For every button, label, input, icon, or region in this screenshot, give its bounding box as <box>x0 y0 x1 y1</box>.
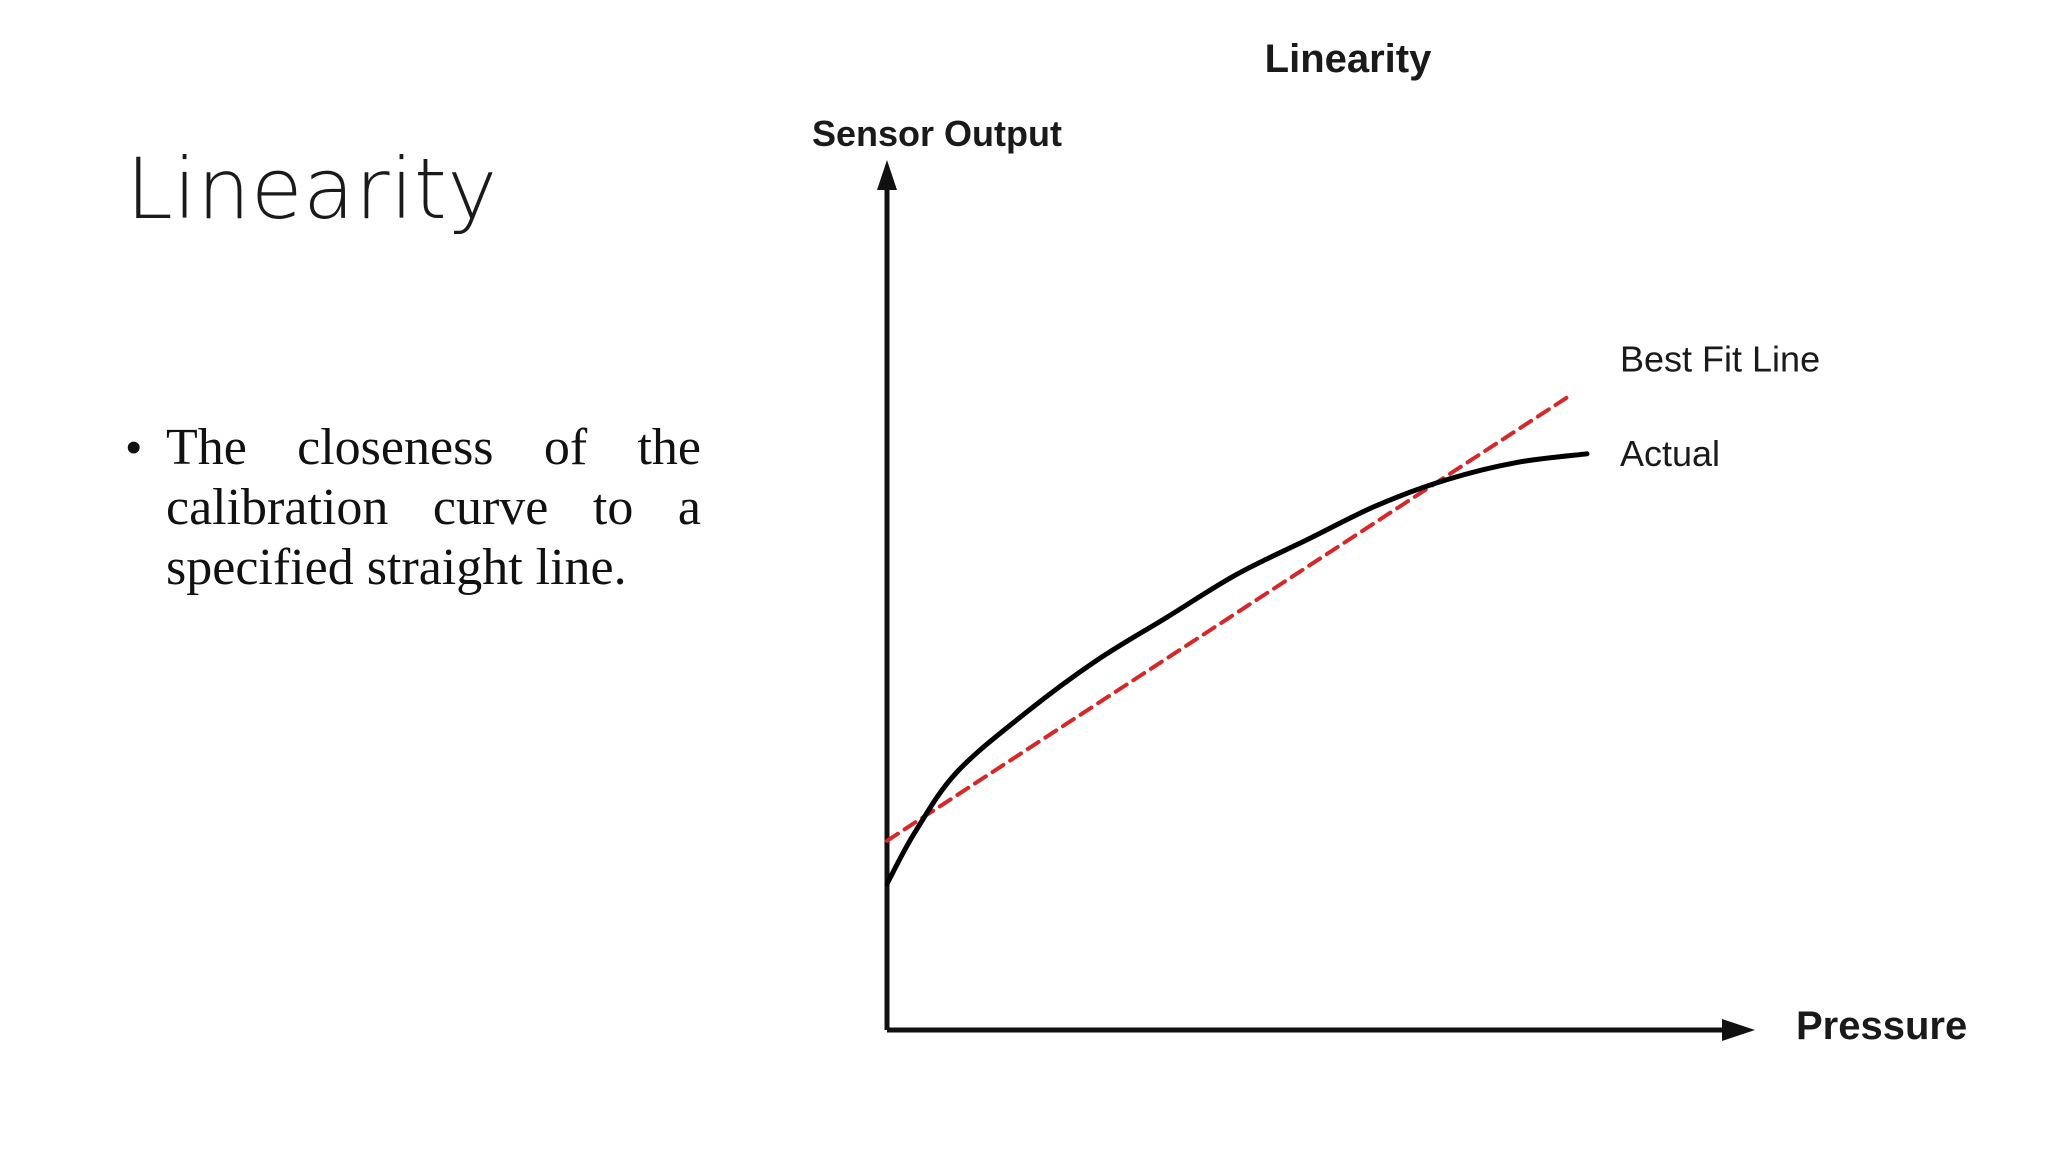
chart-title: Linearity <box>1265 37 1432 81</box>
series-line-best-fit-line <box>885 391 1575 843</box>
y-axis-label: Sensor Output <box>812 113 1062 154</box>
bullet-list: • The closeness of the calibration curve… <box>126 418 701 598</box>
y-axis-arrow-icon <box>877 160 897 190</box>
slide-title: Linearity <box>126 140 498 238</box>
series-line-actual <box>884 451 1590 887</box>
bullet-item: • The closeness of the calibration curve… <box>126 418 701 598</box>
bullet-dot-icon: • <box>126 423 142 472</box>
x-axis-label: Pressure <box>1796 1004 1967 1048</box>
bullet-text: The closeness of the calibration curve t… <box>166 419 701 596</box>
series-label-best-fit-line: Best Fit Line <box>1620 339 1820 380</box>
series-label-actual: Actual <box>1620 433 1720 474</box>
x-axis-arrow-icon <box>1722 1019 1755 1041</box>
